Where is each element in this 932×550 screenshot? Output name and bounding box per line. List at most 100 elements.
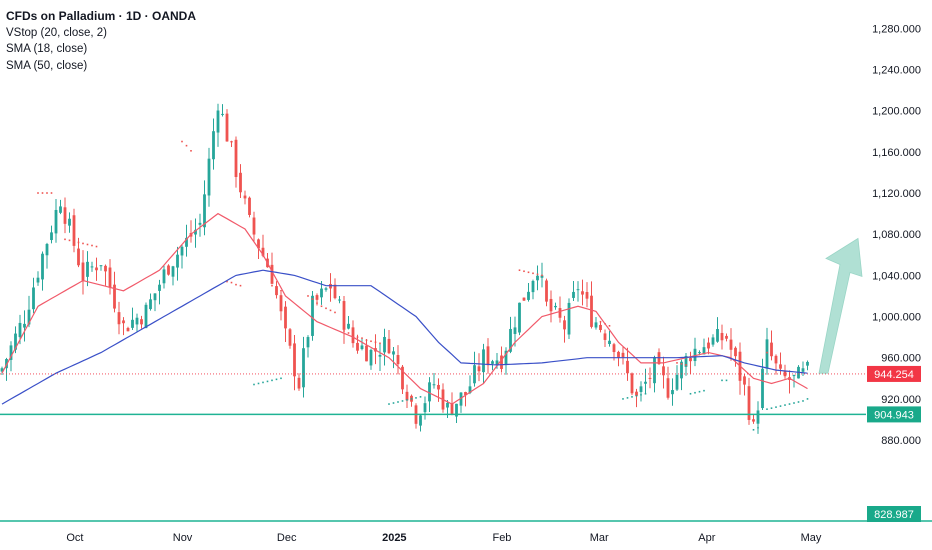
candle [162,265,166,289]
candle [401,365,404,395]
candle-body [14,333,17,350]
candle-body [662,366,665,376]
candle [360,338,364,351]
vstop-dot-up [622,398,624,400]
candle [702,338,706,355]
candle-body [455,403,458,417]
candle-body [167,265,170,275]
candle [392,347,395,369]
vstop-dot-up [797,401,800,403]
candle-body [126,327,130,332]
candle-body [702,347,706,355]
candle-body [216,110,220,133]
candle [464,391,467,407]
vstop-dot-down [86,243,89,246]
candle-body [41,253,44,280]
candle [639,381,643,402]
price-axis: 1,280.000 1,240.000 1,200.000 1,160.000 1,12… [872,23,921,447]
candle [302,336,305,398]
lower-level-badge-bg [867,506,921,522]
candle-body [369,349,373,366]
candle [180,245,184,269]
candle [603,329,607,347]
vstop-dot-down [334,311,336,314]
candle-body [153,293,157,301]
vstop-dot-down [356,336,359,338]
candle [203,180,206,236]
candle-body [113,284,116,309]
candle-body [257,239,260,249]
candle [576,281,580,302]
candle [770,330,773,361]
vstop-dot-up [271,379,273,382]
chart-legend: CFDs on Palladium · 1D · OANDA VStop (20… [6,8,196,74]
candle-body [108,267,112,288]
candle-body [747,386,751,420]
candle-body [599,324,602,331]
y-tick-label: 880.000 [881,435,921,447]
vstop-dot-up [806,398,809,400]
candle [806,360,809,371]
candle-body [275,286,278,296]
candle [99,265,103,271]
candle-body [765,339,769,369]
candle-body [563,320,566,330]
vstop-dot-up [388,403,390,405]
candle-body [212,131,215,160]
candle [617,350,620,367]
candle [104,264,107,286]
candle-body [198,222,202,225]
candle [324,287,328,292]
candle [288,328,292,349]
candle-body [207,158,211,196]
candle-body [666,378,670,398]
candle [149,293,152,311]
candle-body [63,207,67,224]
candle-body [378,354,382,357]
candle [716,317,719,343]
candle [801,361,805,376]
vstop-dot-down [374,341,377,344]
candle [711,334,715,347]
y-tick-label: 1,280.000 [872,23,921,35]
last-price-badge-label: 944.254 [874,369,914,381]
candle-body [68,218,71,226]
candle-body [680,361,683,379]
candle [752,415,755,424]
vstop-dot-down [50,192,53,194]
candle-body [549,298,553,312]
vstop-dot-down [365,339,368,342]
candle [248,196,251,218]
legend-sma18: SMA (18, close) [6,43,88,55]
candle [383,328,386,366]
vstop-dot-down [599,320,602,323]
vstop-dot-down [518,269,521,272]
candle-body [81,262,85,281]
candle [608,330,611,347]
candle [185,224,188,257]
vstop-dot-up [415,397,417,399]
vstop-dot-up [703,389,705,392]
vstop-dot-up [698,390,701,393]
candle-body [581,291,584,295]
vstop-dot-down [41,192,44,194]
candle-body [801,368,805,372]
candle [468,375,472,395]
candle-body [315,295,319,300]
candle-body [684,355,688,367]
x-tick-label: Dec [277,532,297,544]
candle-body [653,357,656,384]
candle [630,372,634,396]
vstop-dot-up [397,401,399,403]
candle-body [770,342,773,357]
candle [774,354,778,375]
vstop-dot-up [280,377,282,380]
candle [693,337,697,367]
candle-body [486,346,490,366]
vstop-dot-up [725,379,728,382]
vstop-dot-down [685,364,687,366]
x-tick-label: Nov [173,532,193,544]
sma18-line [1,212,808,405]
candle [122,317,125,336]
